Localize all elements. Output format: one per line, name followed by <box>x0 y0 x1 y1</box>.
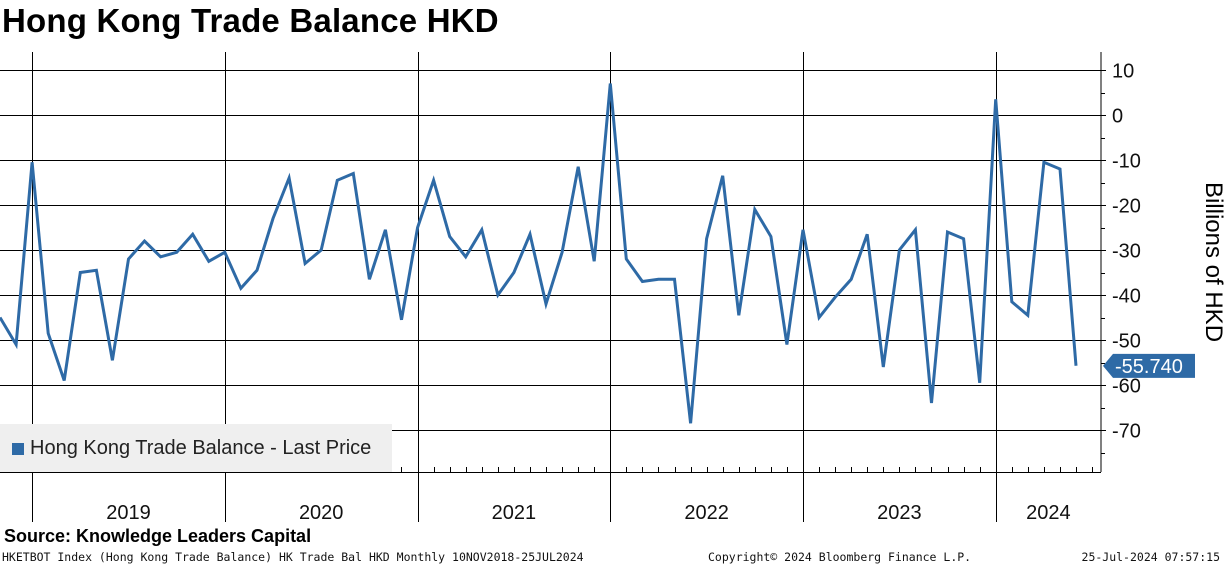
series-group <box>0 83 1078 424</box>
x-year-label: 2021 <box>492 502 537 524</box>
source-note: Source: Knowledge Leaders Capital <box>4 526 312 546</box>
y-axis-label: Billions of HKD <box>1200 181 1224 343</box>
last-value-label: -55.740 <box>1115 356 1183 378</box>
y-tick-label: -70 <box>1112 421 1141 443</box>
y-tick-label: 10 <box>1112 61 1134 83</box>
y-axis: 10 0 -10 -20 -30 -40 -50 -60 -70 <box>1096 52 1141 472</box>
last-value-tag <box>1103 353 1195 378</box>
last-value-marker: -55.740 <box>1103 353 1195 378</box>
x-year-label: 2020 <box>299 502 344 524</box>
vertical-gridlines <box>32 52 997 522</box>
y-tick-label: -50 <box>1112 331 1141 353</box>
footer-copyright: Copyright© 2024 Bloomberg Finance L.P. <box>708 550 972 564</box>
x-year-label: 2022 <box>684 502 729 524</box>
y-tick-label: -30 <box>1112 241 1141 263</box>
legend-swatch <box>12 443 24 455</box>
series-line <box>0 83 1078 424</box>
y-tick-label: -40 <box>1112 286 1141 308</box>
x-axis: 2019 2020 2021 2022 2023 2024 <box>0 467 1101 524</box>
x-year-label: 2024 <box>1026 502 1071 524</box>
y-tick-label: -10 <box>1112 151 1141 173</box>
horizontal-gridlines <box>0 70 1101 431</box>
y-tick-label: -60 <box>1112 376 1141 398</box>
footer-timestamp: 25-Jul-2024 07:57:15 <box>1081 550 1220 564</box>
x-year-label: 2019 <box>106 502 151 524</box>
y-tick-label: -20 <box>1112 196 1141 218</box>
legend <box>0 424 392 472</box>
chart-title: Hong Kong Trade Balance HKD <box>2 2 499 39</box>
x-year-label: 2023 <box>877 502 922 524</box>
y-tick-label: 0 <box>1112 106 1123 128</box>
footer-ticker-info: HKETBOT Index (Hong Kong Trade Balance) … <box>2 550 584 564</box>
legend-entry-label: Hong Kong Trade Balance - Last Price <box>30 437 372 459</box>
